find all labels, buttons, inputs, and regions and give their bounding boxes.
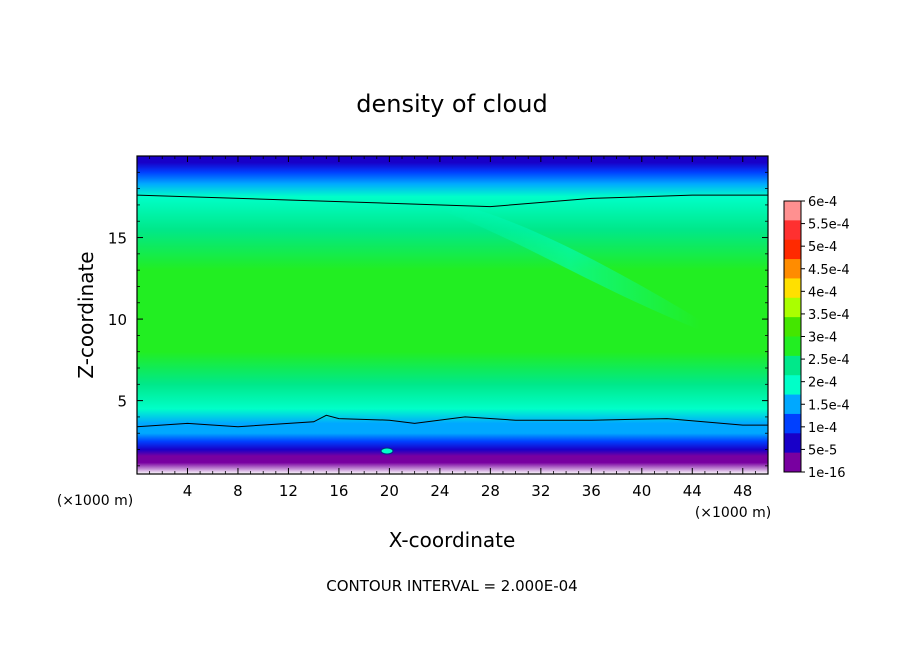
colorbar-swatch xyxy=(784,394,801,415)
colorbar-swatch xyxy=(784,278,801,299)
colorbar-swatch xyxy=(784,239,801,260)
colorbar-swatch xyxy=(784,433,801,454)
colorbar-label: 5.5e-4 xyxy=(808,218,850,233)
colorbar-label: 5e-5 xyxy=(808,443,837,458)
y-tick-label: 10 xyxy=(108,311,127,329)
x-tick-label: 24 xyxy=(430,482,449,500)
x-tick-label: 8 xyxy=(233,482,243,500)
y-tick-label: 5 xyxy=(117,393,127,411)
plume-overlay xyxy=(440,205,700,330)
colorbar-label: 4e-4 xyxy=(808,285,837,300)
x-tick-label: 4 xyxy=(183,482,193,500)
x-tick-label: 16 xyxy=(329,482,348,500)
y-axis: 5 10 15 xyxy=(108,171,768,467)
x-tick-label: 40 xyxy=(632,482,651,500)
colorbar-swatch xyxy=(784,259,801,279)
colorbar-label: 3.5e-4 xyxy=(808,308,850,323)
contour-line-1 xyxy=(137,194,768,208)
colorbar-swatch xyxy=(784,317,801,337)
colorbar-label: 2e-4 xyxy=(808,376,837,391)
colorbar-swatch xyxy=(784,201,801,221)
chart-title: density of cloud xyxy=(356,90,547,118)
colorbar-swatch xyxy=(784,375,801,396)
contour-line-2 xyxy=(137,414,768,428)
colorbar-swatch xyxy=(784,297,801,318)
x-tick-label: 28 xyxy=(481,482,500,500)
x-tick-label: 36 xyxy=(582,482,601,500)
colorbar-label: 4.5e-4 xyxy=(808,263,850,278)
colorbar: 6e-4 5.5e-4 5e-4 4.5e-4 4e-4 3.5e-4 3e-4 2.5e-4… xyxy=(783,195,850,481)
colorbar-label: 2.5e-4 xyxy=(808,353,850,368)
colorbar-swatch xyxy=(784,336,801,357)
y-axis-label: Z-coordinate xyxy=(74,251,98,378)
y-tick-label: 15 xyxy=(108,230,127,248)
colorbar-label: 3e-4 xyxy=(808,331,837,346)
x-tick-label: 32 xyxy=(531,482,550,500)
x-axis: 4 8 12 16 20 24 28 32 36 40 44 48 xyxy=(149,156,756,500)
x-tick-label: 12 xyxy=(279,482,298,500)
colorbar-label: 1e-4 xyxy=(808,421,837,436)
plot-area xyxy=(137,156,768,474)
colorbar-label: 5e-4 xyxy=(808,240,837,255)
colorbar-swatch xyxy=(784,452,801,473)
x-axis-label: X-coordinate xyxy=(389,528,516,552)
colorbar-swatch xyxy=(784,355,801,376)
cloud-cell xyxy=(380,447,394,455)
colorbar-swatch xyxy=(784,413,801,434)
colorbar-swatch xyxy=(784,220,801,241)
x-tick-label: 44 xyxy=(683,482,702,500)
x-unit-label: (×1000 m) xyxy=(695,505,771,521)
colorbar-label: 6e-4 xyxy=(808,195,837,210)
colorbar-label: 1e-16 xyxy=(808,466,846,481)
x-tick-label: 48 xyxy=(733,482,752,500)
x-tick-label: 20 xyxy=(380,482,399,500)
y-unit-label: (×1000 m) xyxy=(57,493,133,509)
colorbar-label: 1.5e-4 xyxy=(808,398,850,413)
contour-interval-note: CONTOUR INTERVAL = 2.000E-04 xyxy=(326,577,577,595)
